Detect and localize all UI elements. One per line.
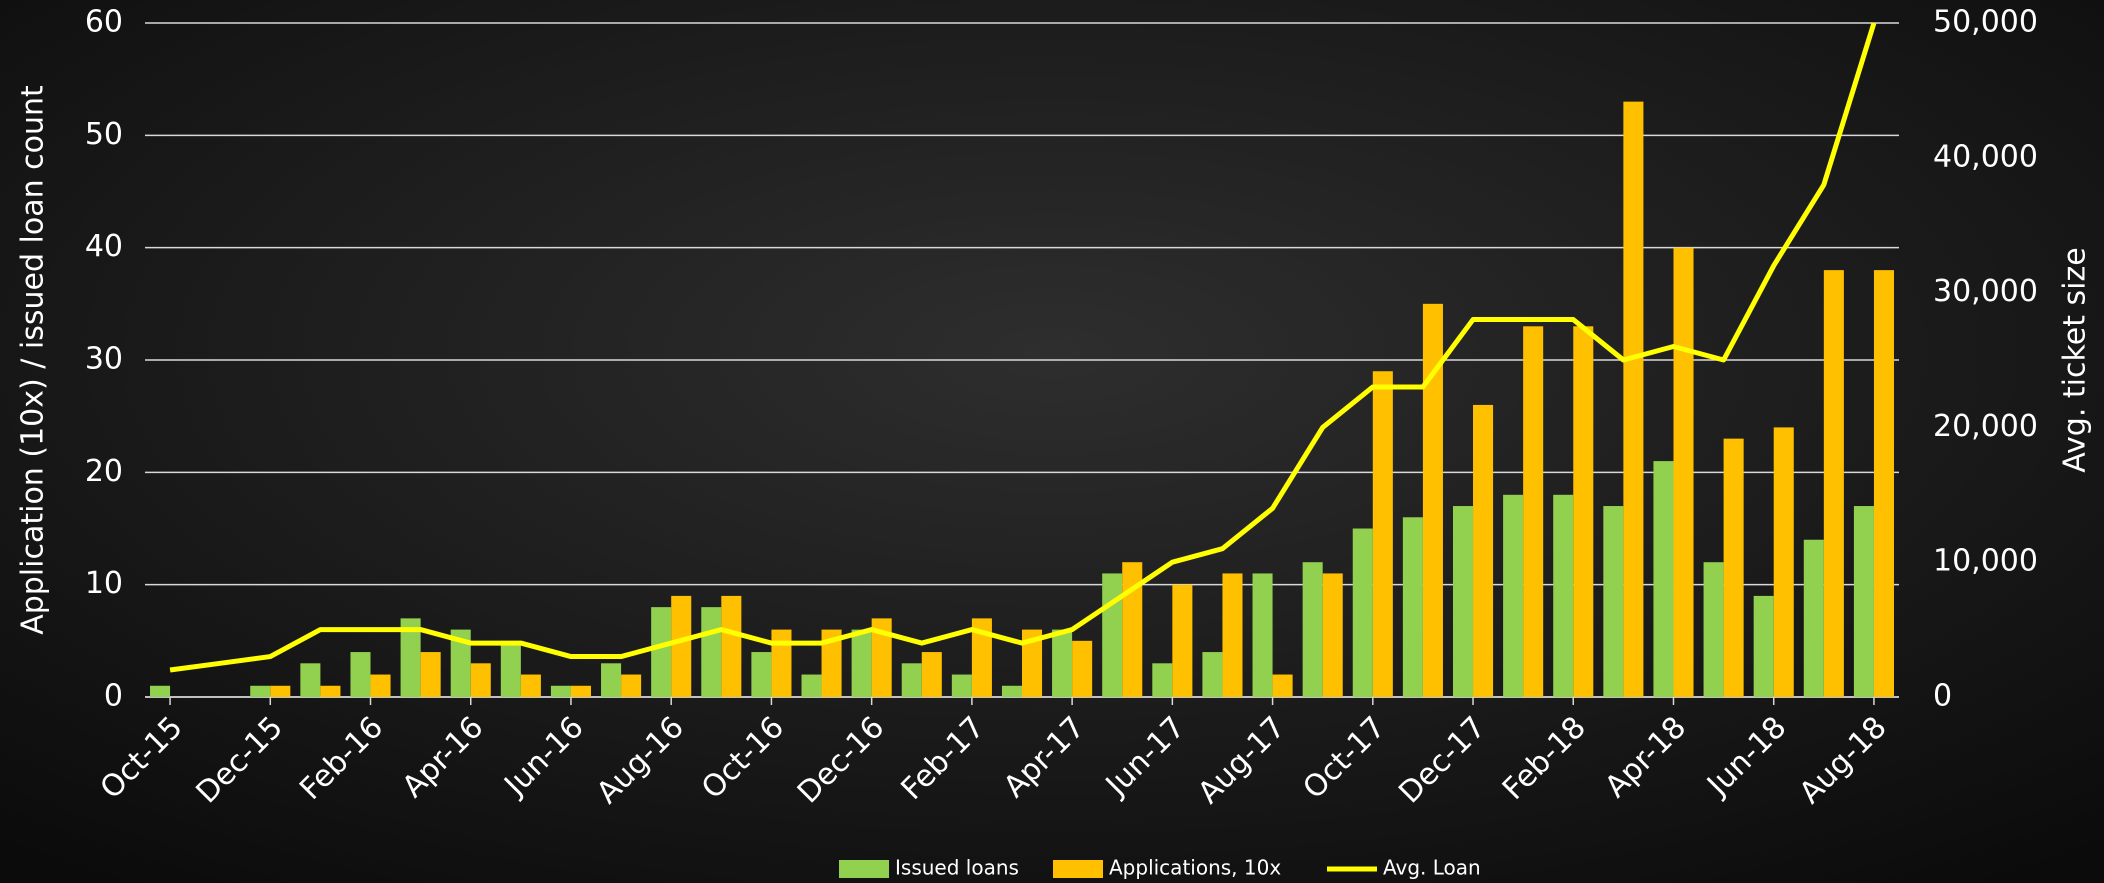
bar [1573,326,1593,697]
bar [671,596,691,697]
legend-swatch [839,860,889,878]
bar [1824,270,1844,697]
bar [270,686,290,697]
bar [551,686,571,697]
chart: Application (10x) / issued loan count Av… [0,0,2104,883]
bar [1222,573,1242,697]
bar [1403,517,1423,697]
bar [1202,652,1222,697]
bar [621,675,641,697]
bar [371,675,391,697]
bar [1273,675,1293,697]
bar [1774,427,1794,697]
bar [1002,686,1022,697]
bar [852,630,872,697]
y-tick-label: 10 [85,566,123,601]
y-tick-label: 50 [85,117,123,152]
bar [1804,540,1824,697]
y2-tick-label: 40,000 [1933,139,2038,174]
bar [1172,585,1192,697]
bar [902,663,922,697]
bar [1152,663,1172,697]
bar [1653,461,1673,697]
y-tick-label: 60 [85,5,123,40]
bar [1754,596,1774,697]
bar [1303,562,1323,697]
bar [1052,630,1072,697]
y2-tick-label: 20,000 [1933,409,2038,444]
bar [751,652,771,697]
legend-label: Applications, 10x [1109,856,1281,880]
bar [1854,506,1874,697]
bar [1673,248,1693,697]
bar [1603,506,1623,697]
bar [1373,371,1393,697]
bar [651,607,671,697]
y2-tick-label: 0 [1933,679,1952,714]
bar [922,652,942,697]
bar [1724,439,1744,697]
bar [1453,506,1473,697]
y-tick-label: 30 [85,342,123,377]
y2-axis-title: Avg. ticket size [2058,247,2093,472]
legend-swatch [1053,860,1103,878]
bar [771,630,791,697]
y2-tick-label: 10,000 [1933,544,2038,579]
bar [1473,405,1493,697]
bar [421,652,441,697]
y-axis-title: Application (10x) / issued loan count [16,85,51,635]
bar [1072,641,1092,697]
bar [1503,495,1523,697]
y2-tick-label: 50,000 [1933,5,2038,40]
bar [501,641,521,697]
bar [721,596,741,697]
bar [320,686,340,697]
bar [250,686,270,697]
bar [471,663,491,697]
bar [801,675,821,697]
bar [1553,495,1573,697]
bar [1102,573,1122,697]
bar [1704,562,1724,697]
bar [601,663,621,697]
bar [350,652,370,697]
bar [150,686,170,697]
y-tick-label: 0 [104,679,123,714]
y-tick-label: 20 [85,454,123,489]
bar [1874,270,1894,697]
legend-label: Avg. Loan [1383,856,1481,880]
bar [571,686,591,697]
bar [300,663,320,697]
bar [1623,102,1643,697]
legend-label: Issued loans [895,856,1019,880]
y2-tick-label: 30,000 [1933,274,2038,309]
bar [701,607,721,697]
bar [521,675,541,697]
bar [1353,529,1373,698]
y-tick-label: 40 [85,229,123,264]
bar [1523,326,1543,697]
bar [952,675,972,697]
bar [1323,573,1343,697]
bar [1253,573,1273,697]
